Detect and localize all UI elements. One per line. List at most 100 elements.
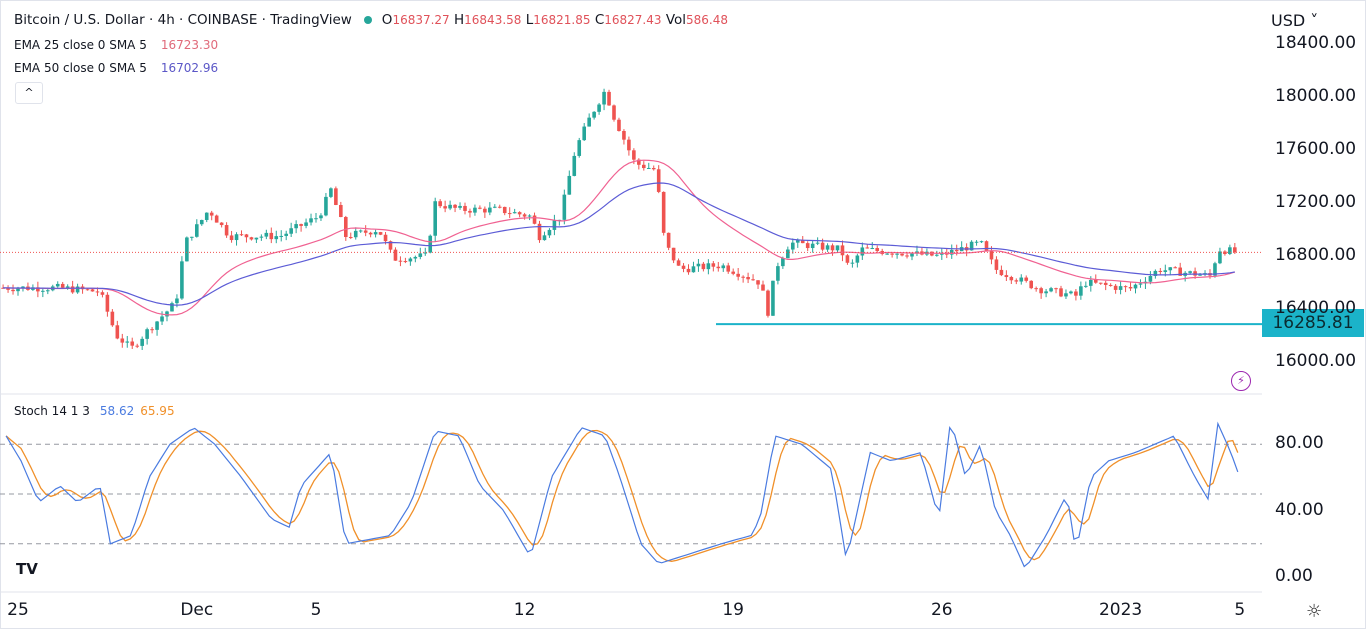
candle-body [1084,285,1088,287]
candle-body [259,236,264,238]
ema25-value: 16723.30 [160,38,219,52]
candle-body [483,208,487,213]
candle-body [522,214,527,217]
candle-body [423,252,428,254]
candle-body [339,204,343,218]
stoch-k-value: 58.62 [99,404,135,418]
candle-body [1188,271,1192,273]
candle-body [706,263,711,270]
candle-body [622,130,626,140]
candle-body [800,240,805,244]
candle-body [95,291,100,293]
candle-body [954,249,959,252]
candle-body [140,338,144,346]
tradingview-logo-icon[interactable]: 𝗧𝗩 [16,560,38,578]
candle-body [468,210,472,213]
candle-body [835,245,840,251]
candle-body [875,248,880,251]
candle-body [1054,288,1058,290]
candle-body [512,212,517,214]
candle-body [344,217,348,238]
candle-body [646,167,651,169]
candle-body [999,269,1004,276]
low-value: 16821.85 [533,13,591,27]
ema50-line [3,182,1235,306]
price-tick-label: 17600.00 [1275,139,1357,159]
high-value: 16843.58 [464,13,522,27]
lightning-icon[interactable]: ⚡ [1231,371,1251,391]
candle-body [70,286,75,293]
candle-body [1004,275,1009,278]
candle-body [840,245,845,256]
candle-body [199,219,204,225]
candle-body [502,206,507,214]
candle-body [632,150,636,160]
candle-body [334,188,338,205]
candle-body [1198,274,1202,276]
candle-body [229,235,234,241]
candle-body [865,247,870,249]
candle-body [190,236,194,238]
candle-body [1218,251,1222,264]
volume-value: 586.48 [686,13,729,27]
candle-body [284,233,288,236]
candle-body [393,249,398,261]
collapse-legend-button[interactable]: ^ [15,82,43,104]
time-tick-label: 5 [310,600,322,620]
candle-body [463,205,467,211]
price-tick-label: 16800.00 [1275,245,1357,265]
candle-body [969,241,974,251]
candle-body [373,232,378,235]
candle-body [6,287,10,290]
candle-body [776,266,780,281]
candle-body [567,175,572,195]
candle-body [661,191,666,233]
ema50-legend[interactable]: EMA 50 close 0 SMA 5 16702.96 [14,61,219,75]
candle-body [443,206,447,209]
candle-body [46,290,50,292]
candle-body [85,289,90,291]
candle-body [547,229,552,236]
candle-body [219,222,224,226]
candle-body [358,230,363,232]
candle-body [786,249,790,259]
candle-body [527,215,532,217]
candle-body [651,167,656,170]
chart-legend: Bitcoin / U.S. Dollar · 4h · COINBASE · … [14,12,729,28]
candle-body [935,254,939,256]
candle-body [165,311,169,317]
stoch-tick-label: 40.00 [1275,499,1324,520]
candle-body [60,283,65,288]
candle-body [805,243,810,249]
candle-body [1168,267,1173,271]
candle-body [582,126,586,141]
candle-body [612,105,616,120]
candle-body [239,234,244,236]
candle-body [324,196,328,216]
candle-body [1148,275,1153,282]
candle-body [155,321,159,330]
candle-body [1079,286,1083,296]
stoch-legend[interactable]: Stoch 14 1 3 58.62 65.95 [14,404,175,418]
candle-body [820,242,825,250]
candle-body [681,265,686,269]
candle-body [766,290,770,316]
candle-body [75,286,80,293]
settings-gear-icon[interactable]: ☼ [1306,601,1323,622]
candle-body [90,289,95,292]
candle-body [204,212,209,220]
candle-body [751,279,755,281]
candle-body [209,212,214,216]
candle-body [597,104,601,112]
candle-body [994,259,999,270]
candle-body [711,263,716,267]
candle-body [781,258,785,267]
symbol-title[interactable]: Bitcoin / U.S. Dollar · 4h · COINBASE · … [14,12,352,28]
candle-body [378,232,383,235]
ema25-legend[interactable]: EMA 25 close 0 SMA 5 16723.30 [14,38,219,52]
currency-selector[interactable]: USD ˅ [1271,11,1319,30]
candle-body [895,253,899,255]
candle-body [507,213,512,215]
candle-body [771,280,775,316]
